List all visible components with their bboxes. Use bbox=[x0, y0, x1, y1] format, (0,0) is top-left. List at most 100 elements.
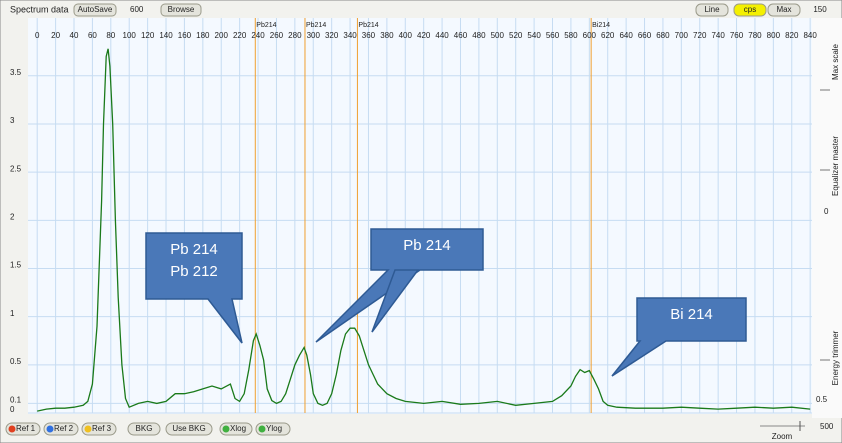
x-tick-label: 640 bbox=[619, 31, 633, 40]
bottom-button-label: Ylog bbox=[266, 424, 282, 433]
x-tick-label: 660 bbox=[638, 31, 652, 40]
side-panel bbox=[812, 18, 842, 418]
button-dot bbox=[84, 425, 92, 433]
x-tick-label: 260 bbox=[270, 31, 284, 40]
x-tick-label: 0 bbox=[35, 31, 40, 40]
callout: Pb 214 bbox=[315, 228, 484, 343]
peak-marker-label: Pb214 bbox=[306, 22, 326, 29]
equalizer-label: Equalizer master bbox=[831, 136, 840, 196]
x-tick-label: 620 bbox=[601, 31, 615, 40]
x-tick-label: 840 bbox=[803, 31, 817, 40]
autosave-button[interactable] bbox=[73, 3, 117, 17]
zoom-value: 500 bbox=[820, 422, 834, 431]
x-tick-label: 700 bbox=[675, 31, 689, 40]
x-tick-label: 820 bbox=[785, 31, 799, 40]
toolbar-button[interactable] bbox=[767, 3, 801, 17]
x-tick-label: 560 bbox=[546, 31, 560, 40]
toolbar-button-label: cps bbox=[744, 5, 756, 14]
x-tick-label: 220 bbox=[233, 31, 247, 40]
bottom-button[interactable] bbox=[165, 422, 213, 436]
y-tick-label: 0.5 bbox=[10, 357, 22, 366]
bottom-button[interactable] bbox=[255, 422, 291, 436]
x-tick-label: 500 bbox=[491, 31, 505, 40]
y-tick-label: 1.5 bbox=[10, 261, 22, 270]
button-dot bbox=[258, 425, 266, 433]
x-tick-label: 40 bbox=[70, 31, 79, 40]
trimmer-label: Energy trimmer bbox=[831, 330, 840, 385]
bottom-button[interactable] bbox=[5, 422, 41, 436]
callout-text: Pb 214 bbox=[403, 237, 451, 254]
x-tick-label: 800 bbox=[767, 31, 781, 40]
peak-marker-label: Pb214 bbox=[256, 22, 276, 29]
button-dot bbox=[8, 425, 16, 433]
side-top-value: 150 bbox=[813, 5, 827, 14]
peak-marker-label: Bi214 bbox=[592, 22, 610, 29]
bottom-button-label: Ref 2 bbox=[54, 424, 74, 433]
callout-shape bbox=[611, 297, 747, 377]
bottom-button[interactable] bbox=[81, 422, 117, 436]
max-scale-label: Max scale bbox=[831, 43, 840, 80]
x-tick-label: 520 bbox=[509, 31, 523, 40]
x-tick-label: 380 bbox=[380, 31, 394, 40]
bottom-button[interactable] bbox=[43, 422, 79, 436]
toolbar-button[interactable] bbox=[695, 3, 729, 17]
plot bbox=[28, 18, 812, 414]
x-tick-label: 400 bbox=[399, 31, 413, 40]
browse-label: Browse bbox=[168, 5, 195, 14]
callout-text: Pb 212 bbox=[170, 263, 218, 280]
x-tick-label: 200 bbox=[215, 31, 229, 40]
bottom-button-label: Ref 3 bbox=[92, 424, 112, 433]
x-tick-label: 340 bbox=[343, 31, 357, 40]
plot-area bbox=[28, 18, 812, 414]
x-tick-label: 160 bbox=[178, 31, 192, 40]
x-tick-label: 320 bbox=[325, 31, 339, 40]
button-dot bbox=[222, 425, 230, 433]
x-tick-label: 760 bbox=[730, 31, 744, 40]
callout-shape bbox=[315, 228, 484, 343]
callout: Bi 214 bbox=[611, 297, 747, 377]
bottom-button-label: Xlog bbox=[230, 424, 246, 433]
x-tick-label: 120 bbox=[141, 31, 155, 40]
callout-text: Bi 214 bbox=[670, 306, 713, 323]
bottom-button[interactable] bbox=[219, 422, 253, 436]
toolbar-button-label: Line bbox=[704, 5, 720, 14]
y-tick-label: 2 bbox=[10, 212, 15, 221]
y-tick-label: 2.5 bbox=[10, 164, 22, 173]
zoom-label: Zoom bbox=[772, 432, 793, 441]
x-tick-label: 600 bbox=[583, 31, 597, 40]
x-tick-label: 460 bbox=[454, 31, 468, 40]
x-tick-label: 680 bbox=[656, 31, 670, 40]
toolbar-button[interactable] bbox=[733, 3, 767, 17]
x-tick-label: 240 bbox=[251, 31, 265, 40]
x-tick-label: 360 bbox=[362, 31, 376, 40]
callout-shape bbox=[371, 269, 420, 333]
browse-button[interactable] bbox=[160, 3, 202, 17]
y-tick-label: 3.5 bbox=[10, 68, 22, 77]
x-tick-label: 140 bbox=[159, 31, 173, 40]
toolbar-title: Spectrum data bbox=[10, 4, 69, 14]
x-tick-label: 720 bbox=[693, 31, 707, 40]
x-tick-label: 420 bbox=[417, 31, 431, 40]
x-tick-label: 20 bbox=[51, 31, 60, 40]
bottom-button[interactable] bbox=[127, 422, 161, 436]
callout-shape bbox=[145, 232, 243, 344]
x-tick-label: 440 bbox=[435, 31, 449, 40]
x-tick-label: 80 bbox=[106, 31, 115, 40]
y-tick-label: 3 bbox=[10, 116, 15, 125]
x-tick-label: 280 bbox=[288, 31, 302, 40]
toolbar-button-label: Max bbox=[776, 5, 791, 14]
spectrum-line bbox=[37, 48, 811, 412]
button-dot bbox=[46, 425, 54, 433]
side-controls: 150 Max scale Equalizer master 0 Energy … bbox=[760, 5, 840, 441]
y-tick-label: 0.1 bbox=[10, 395, 22, 404]
x-tick-label: 540 bbox=[527, 31, 541, 40]
x-tick-label: 780 bbox=[748, 31, 762, 40]
x-tick-label: 60 bbox=[88, 31, 97, 40]
y-tick-label: 1 bbox=[10, 309, 15, 318]
bottom-button-label: Use BKG bbox=[172, 424, 205, 433]
bottom-button-label: Ref 1 bbox=[16, 424, 36, 433]
y-tick-label: 0 bbox=[10, 405, 15, 414]
x-tick-label: 740 bbox=[711, 31, 725, 40]
x-tick-label: 180 bbox=[196, 31, 210, 40]
